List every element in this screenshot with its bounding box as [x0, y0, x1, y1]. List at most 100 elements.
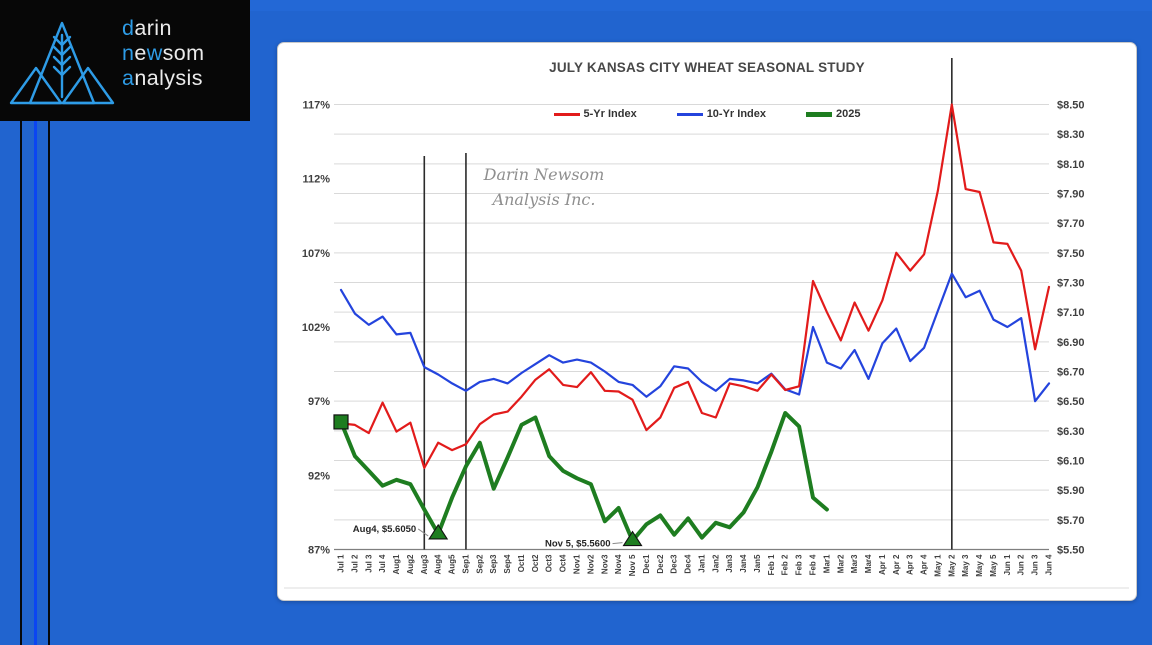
legend-swatch	[553, 112, 580, 116]
logo-wordmark: darin newsom analysis	[122, 16, 204, 91]
x-axis-label: Oct4	[559, 554, 568, 572]
watermark-line: Darin Newsom	[483, 165, 605, 184]
series-start-marker	[333, 414, 349, 430]
legend-swatch	[806, 111, 832, 117]
x-axis-label: Dec2	[656, 554, 665, 574]
right-axis-label: $7.30	[1057, 278, 1085, 290]
x-axis-label: Feb 2	[781, 554, 790, 575]
logo-wordmark-line: analysis	[122, 66, 203, 90]
chart-legend: 5-Yr Index 10-Yr Index 2025	[278, 108, 1136, 120]
left-axis-label: 112%	[302, 174, 330, 186]
right-axis-label: $6.50	[1057, 396, 1085, 408]
series-line-2025	[339, 411, 829, 543]
annotation-label: Nov 5, $5.5600	[545, 539, 611, 550]
right-axis-label: $6.90	[1057, 337, 1085, 349]
x-axis-label: Sep3	[489, 554, 498, 574]
left-stripe-accent-blue	[34, 121, 37, 645]
right-axis-label: $8.30	[1057, 129, 1085, 141]
x-axis-label: Mar4	[864, 554, 873, 573]
x-axis-label: Jul 1	[337, 554, 346, 573]
x-axis-label: Aug5	[448, 554, 457, 575]
x-axis-label: Dec3	[670, 554, 679, 574]
x-axis-label: Jan4	[739, 554, 748, 573]
x-axis-label: Dec1	[642, 554, 651, 574]
chart-card: JULY KANSAS CITY WHEAT SEASONAL STUDY 5-…	[277, 42, 1137, 601]
annotation-leader	[417, 528, 429, 537]
left-axis-labels: 117% 112% 107% 102% 97% 92% 87%	[302, 100, 330, 557]
right-axis-label: $6.30	[1057, 426, 1085, 438]
x-axis-label: Apr 3	[906, 554, 915, 575]
annotation-label: Aug4, $5.6050	[353, 524, 416, 535]
logo-wordmark-line: darin	[122, 16, 172, 40]
right-axis-label: $7.50	[1057, 248, 1085, 260]
x-axis-label: Sep4	[503, 554, 512, 574]
right-axis-labels: $8.50 $8.30 $8.10 $7.90 $7.70 $7.50 $7.30 $7.10…	[1057, 100, 1085, 557]
right-axis-label: $5.50	[1057, 545, 1085, 557]
x-axis-label: Nov 5	[628, 554, 637, 576]
x-axis-label: Jul 4	[378, 554, 387, 573]
x-axis-label: May 1	[933, 554, 942, 577]
seasonal-study-plot: $8.50 $8.30 $8.10 $7.90 $7.70 $7.50 $7.30 $7.10…	[284, 58, 1129, 589]
left-axis-label: 92%	[308, 470, 330, 482]
series-line-5-yr-index	[339, 103, 1051, 469]
x-axis-label: Feb 3	[795, 554, 804, 575]
x-axis-label: Apr 1	[878, 554, 887, 575]
low-marker-triangle	[428, 523, 449, 540]
x-axis-label: Dec4	[684, 554, 693, 574]
x-axis-label: Aug1	[392, 554, 401, 575]
x-axis-label: Aug3	[420, 554, 429, 575]
x-axis-label: Aug2	[406, 554, 415, 575]
watermark-line: Analysis Inc.	[491, 190, 596, 209]
legend-swatch	[676, 112, 703, 116]
legend-label: 2025	[836, 108, 861, 120]
x-axis-labels: Jul 1 Jul 2 Jul 3 Jul 4 Aug1 Aug2 Aug3 Aug4 Aug5…	[337, 554, 1054, 577]
left-axis-label: 102%	[302, 322, 330, 334]
right-axis-label: $5.90	[1057, 485, 1085, 497]
x-axis-label: Jul 2	[350, 554, 359, 573]
x-axis-label: Apr 4	[920, 554, 929, 575]
chart-title: JULY KANSAS CITY WHEAT SEASONAL STUDY	[549, 60, 865, 75]
top-band	[250, 0, 1152, 11]
x-axis-label: May 2	[947, 554, 956, 577]
dna-mountains-wheat-icon	[9, 21, 115, 105]
right-axis-label: $6.10	[1057, 456, 1085, 468]
x-axis-label: Nov1	[573, 554, 582, 574]
x-axis-label: Jan3	[725, 554, 734, 573]
x-axis-label: Nov2	[586, 554, 595, 574]
x-axis-label: Mar3	[850, 554, 859, 573]
right-axis-label: $7.70	[1057, 218, 1085, 230]
x-axis-label: Jan2	[711, 554, 720, 573]
right-axis-label: $7.10	[1057, 307, 1085, 319]
left-axis-label: 87%	[308, 545, 330, 557]
annotation-leader	[612, 542, 623, 545]
legend-item-5-yr-index: 5-Yr Index	[553, 108, 637, 120]
logo-wordmark-line: newsom	[122, 41, 205, 65]
left-stripe-black-2	[48, 121, 50, 645]
x-axis-label: Jun 2	[1017, 554, 1026, 575]
x-axis-label: Jan1	[697, 554, 706, 573]
x-axis-label: May 4	[975, 554, 984, 577]
left-axis-label: 117%	[302, 100, 330, 112]
x-axis-label: Jun 1	[1003, 554, 1012, 575]
legend-item-10-yr-index: 10-Yr Index	[676, 108, 766, 120]
event-lines	[423, 58, 953, 550]
x-axis-label: Sep2	[475, 554, 484, 574]
logo-box: darin newsom analysis	[0, 0, 250, 121]
low-marker-triangle	[622, 530, 643, 547]
right-axis-label: $6.70	[1057, 367, 1085, 379]
right-axis-label: $5.70	[1057, 515, 1085, 527]
x-axis-label: Oct1	[517, 554, 526, 572]
right-axis-label: $8.50	[1057, 100, 1085, 112]
x-axis-label: Aug4	[434, 554, 443, 575]
x-axis-label: Jun 3	[1031, 554, 1040, 575]
x-axis-label: Oct3	[545, 554, 554, 572]
x-axis-label: Jun 4	[1045, 554, 1054, 575]
x-axis-label: Feb 4	[809, 554, 818, 575]
legend-item-2025: 2025	[806, 108, 860, 120]
x-axis-label: May 5	[989, 554, 998, 577]
x-axis-label: Nov4	[614, 554, 623, 574]
x-axis-label: Apr 2	[892, 554, 901, 575]
right-axis-label: $7.90	[1057, 189, 1085, 201]
right-axis-label: $8.10	[1057, 159, 1085, 171]
